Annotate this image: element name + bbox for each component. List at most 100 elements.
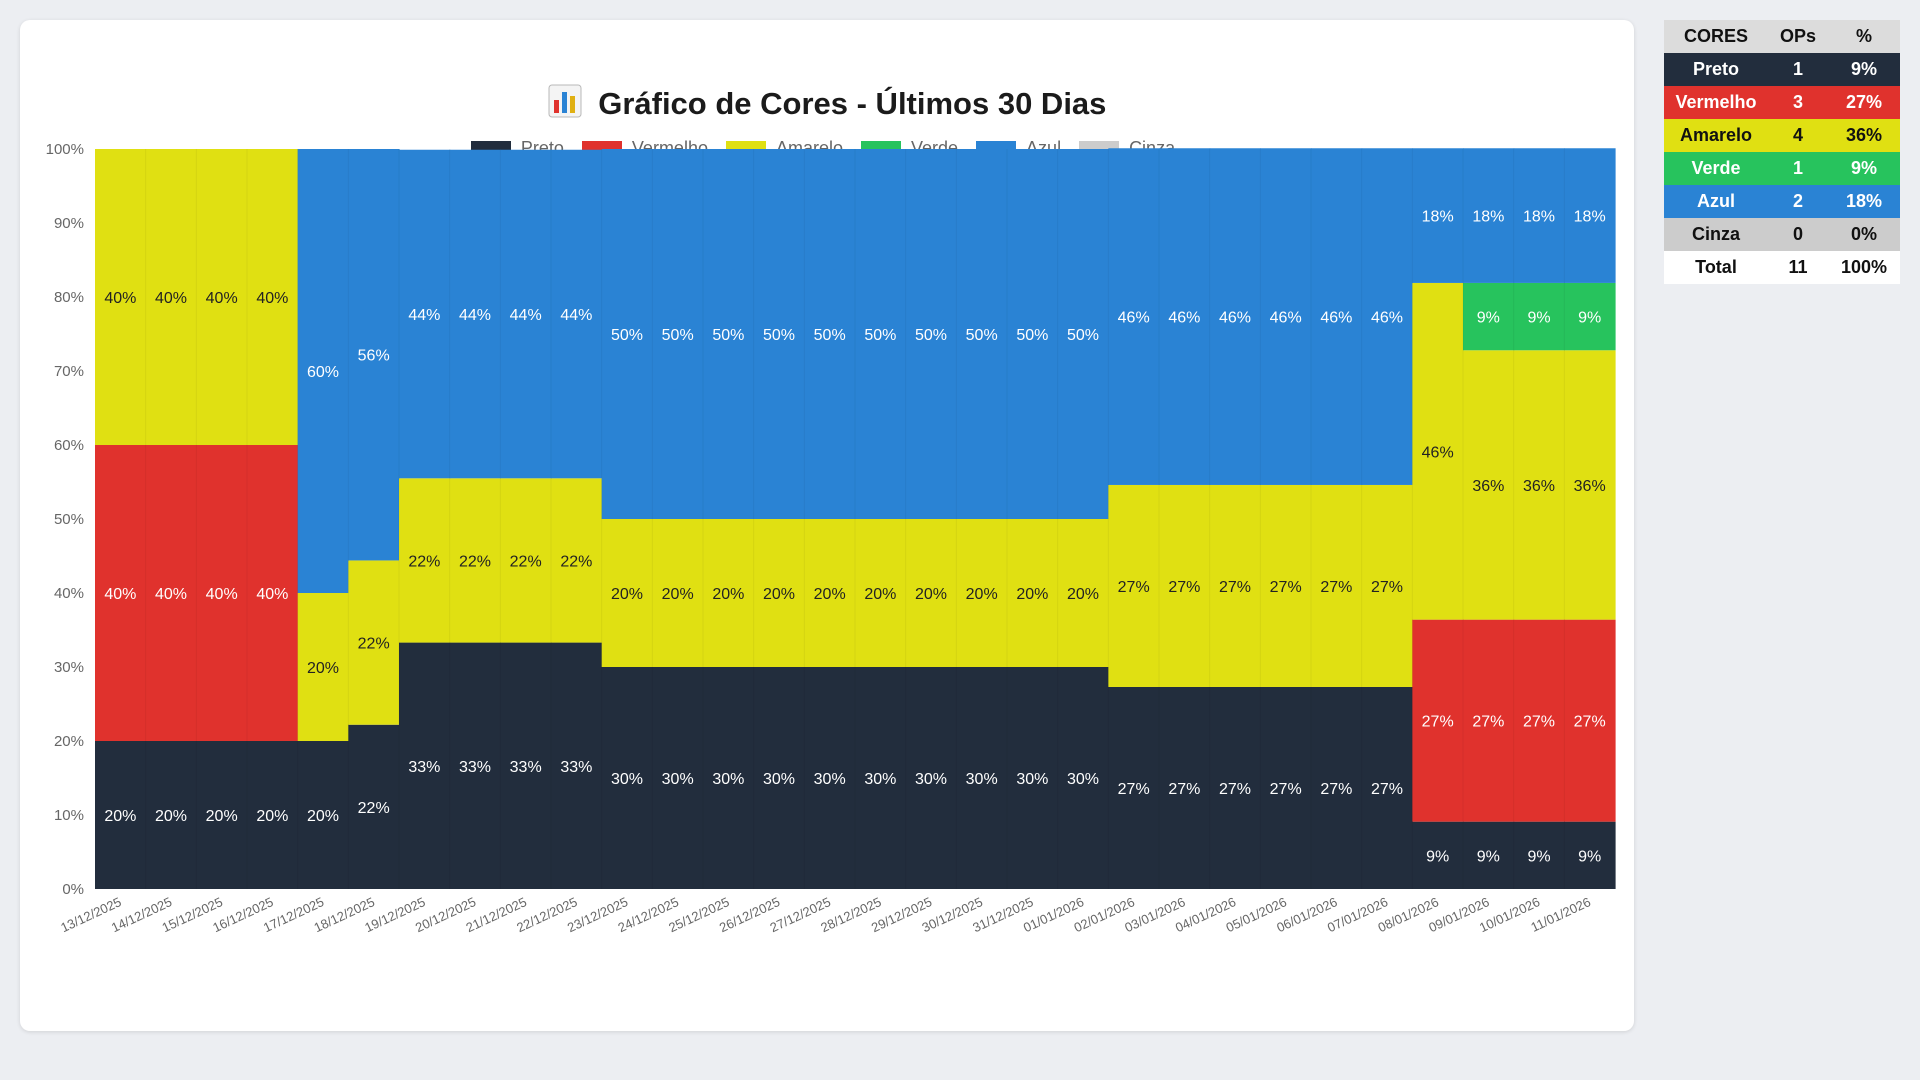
- bar-segment-preto[interactable]: [601, 667, 653, 889]
- bar-segment-preto[interactable]: [753, 667, 805, 889]
- bar-segment-amarelo[interactable]: [1463, 350, 1515, 620]
- bar-segment-amarelo[interactable]: [1513, 350, 1565, 620]
- bar-segment-amarelo[interactable]: [703, 519, 755, 667]
- bar-segment-preto[interactable]: [703, 667, 755, 889]
- bar-segment-amarelo[interactable]: [551, 478, 603, 643]
- bar-segment-azul[interactable]: [297, 149, 349, 593]
- bar-segment-azul[interactable]: [1412, 148, 1464, 283]
- bar-segment-amarelo[interactable]: [753, 519, 805, 667]
- bar-segment-azul[interactable]: [449, 149, 501, 479]
- bar-segment-amarelo[interactable]: [1057, 519, 1109, 667]
- bar-segment-amarelo[interactable]: [1007, 519, 1059, 667]
- bar-segment-amarelo[interactable]: [348, 560, 400, 725]
- bar-segment-amarelo[interactable]: [804, 519, 856, 667]
- bar-segment-amarelo[interactable]: [500, 478, 552, 643]
- bar-segment-amarelo[interactable]: [601, 519, 653, 667]
- bar-segment-vermelho[interactable]: [196, 445, 248, 741]
- bar-segment-amarelo[interactable]: [196, 149, 248, 445]
- bar-segment-azul[interactable]: [1564, 148, 1616, 283]
- bar-segment-azul[interactable]: [1260, 148, 1312, 485]
- bar-segment-preto[interactable]: [1209, 686, 1261, 889]
- bar-segment-preto[interactable]: [1057, 667, 1109, 889]
- bar-segment-azul[interactable]: [551, 149, 603, 479]
- bar-segment-azul[interactable]: [1361, 148, 1413, 485]
- bar-segment-azul[interactable]: [652, 149, 704, 519]
- bar-segment-azul[interactable]: [348, 149, 400, 561]
- bar-segment-preto[interactable]: [1108, 686, 1160, 889]
- bar-segment-preto[interactable]: [1159, 686, 1211, 889]
- bar-segment-preto[interactable]: [1361, 686, 1413, 889]
- bar-segment-amarelo[interactable]: [855, 519, 907, 667]
- bar-segment-amarelo[interactable]: [449, 478, 501, 643]
- bar-segment-preto[interactable]: [1007, 667, 1059, 889]
- y-tick-label: 80%: [54, 289, 84, 306]
- bar-segment-azul[interactable]: [1159, 148, 1211, 485]
- bar-segment-azul[interactable]: [753, 149, 805, 519]
- bar-segment-azul[interactable]: [1209, 148, 1261, 485]
- bar-segment-preto[interactable]: [449, 642, 501, 889]
- bar-segment-preto[interactable]: [551, 642, 603, 889]
- y-tick-label: 90%: [54, 215, 84, 232]
- bar-segment-amarelo[interactable]: [1412, 282, 1464, 620]
- bar-segment-amarelo[interactable]: [1108, 484, 1160, 687]
- bar-segment-preto[interactable]: [145, 741, 197, 889]
- bar-segment-preto[interactable]: [1311, 686, 1363, 889]
- bar-segment-amarelo[interactable]: [1564, 350, 1616, 620]
- bar-data-label: 30%: [1067, 771, 1099, 788]
- bar-segment-preto[interactable]: [1412, 821, 1464, 889]
- bar-segment-preto[interactable]: [95, 741, 147, 889]
- bar-segment-amarelo[interactable]: [1209, 484, 1261, 687]
- bar-segment-preto[interactable]: [1260, 686, 1312, 889]
- bar-segment-azul[interactable]: [1007, 149, 1059, 519]
- bar-segment-verde[interactable]: [1463, 282, 1515, 351]
- bar-segment-preto[interactable]: [297, 741, 349, 889]
- bar-segment-amarelo[interactable]: [297, 593, 349, 741]
- bar-segment-vermelho[interactable]: [1513, 619, 1565, 822]
- bar-segment-verde[interactable]: [1513, 282, 1565, 351]
- bar-segment-vermelho[interactable]: [1564, 619, 1616, 822]
- bar-segment-vermelho[interactable]: [1412, 619, 1464, 822]
- bar-segment-azul[interactable]: [1108, 148, 1160, 485]
- bar-segment-amarelo[interactable]: [145, 149, 197, 445]
- bar-segment-amarelo[interactable]: [652, 519, 704, 667]
- bar-segment-preto[interactable]: [196, 741, 248, 889]
- bar-segment-vermelho[interactable]: [95, 445, 147, 741]
- bar-segment-amarelo[interactable]: [95, 149, 147, 445]
- bar-segment-azul[interactable]: [905, 149, 957, 519]
- bar-segment-preto[interactable]: [1513, 821, 1565, 889]
- bar-segment-amarelo[interactable]: [247, 149, 299, 445]
- bar-segment-azul[interactable]: [855, 149, 907, 519]
- bar-segment-preto[interactable]: [1463, 821, 1515, 889]
- bar-segment-preto[interactable]: [1564, 821, 1616, 889]
- bar-segment-azul[interactable]: [1513, 148, 1565, 283]
- bar-segment-azul[interactable]: [1057, 149, 1109, 519]
- bar-segment-preto[interactable]: [652, 667, 704, 889]
- bar-segment-azul[interactable]: [804, 149, 856, 519]
- bar-segment-azul[interactable]: [703, 149, 755, 519]
- bar-segment-preto[interactable]: [956, 667, 1008, 889]
- bar-segment-amarelo[interactable]: [1159, 484, 1211, 687]
- bar-segment-preto[interactable]: [905, 667, 957, 889]
- bar-segment-amarelo[interactable]: [1311, 484, 1363, 687]
- bar-segment-amarelo[interactable]: [399, 478, 451, 643]
- bar-segment-amarelo[interactable]: [905, 519, 957, 667]
- bar-segment-azul[interactable]: [500, 149, 552, 479]
- bar-segment-azul[interactable]: [399, 149, 451, 479]
- bar-segment-amarelo[interactable]: [1361, 484, 1413, 687]
- bar-segment-preto[interactable]: [804, 667, 856, 889]
- bar-segment-preto[interactable]: [348, 724, 400, 889]
- bar-segment-azul[interactable]: [1463, 148, 1515, 283]
- bar-segment-azul[interactable]: [601, 149, 653, 519]
- bar-segment-vermelho[interactable]: [145, 445, 197, 741]
- bar-segment-preto[interactable]: [500, 642, 552, 889]
- bar-segment-azul[interactable]: [1311, 148, 1363, 485]
- bar-segment-preto[interactable]: [399, 642, 451, 889]
- bar-segment-amarelo[interactable]: [1260, 484, 1312, 687]
- bar-segment-verde[interactable]: [1564, 282, 1616, 351]
- bar-segment-preto[interactable]: [247, 741, 299, 889]
- bar-segment-preto[interactable]: [855, 667, 907, 889]
- bar-segment-azul[interactable]: [956, 149, 1008, 519]
- bar-segment-amarelo[interactable]: [956, 519, 1008, 667]
- bar-segment-vermelho[interactable]: [1463, 619, 1515, 822]
- bar-segment-vermelho[interactable]: [247, 445, 299, 741]
